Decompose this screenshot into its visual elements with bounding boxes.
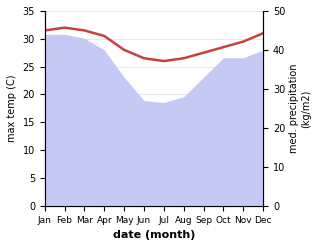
Y-axis label: med. precipitation
(kg/m2): med. precipitation (kg/m2) — [289, 64, 311, 153]
X-axis label: date (month): date (month) — [113, 230, 195, 240]
Y-axis label: max temp (C): max temp (C) — [7, 75, 17, 142]
